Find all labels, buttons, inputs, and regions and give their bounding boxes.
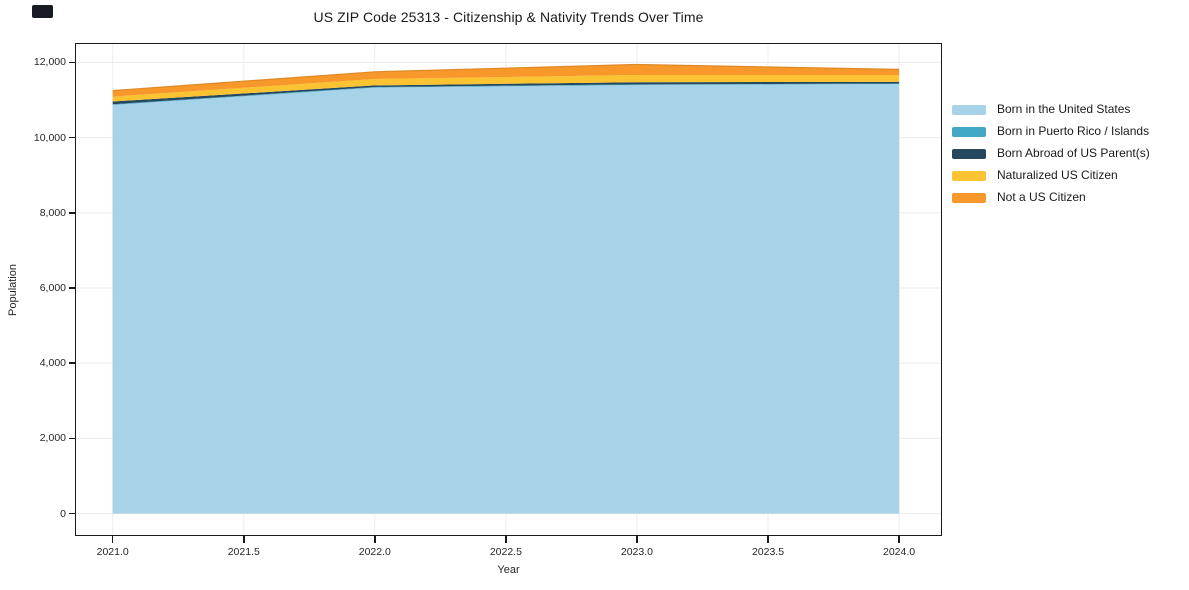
legend-item-born-in-the-united-states: Born in the United States bbox=[952, 103, 1150, 116]
area-not-a-us-citizen bbox=[112, 64, 900, 97]
y-tick-mark bbox=[69, 61, 76, 64]
legend-label: Born in the United States bbox=[997, 102, 1131, 116]
x-tick-mark bbox=[767, 536, 769, 543]
x-tick-label: 2021.5 bbox=[227, 546, 260, 558]
y-tick-label: 10,000 bbox=[33, 131, 66, 144]
legend: Born in the United States Born in Puerto … bbox=[952, 103, 1150, 213]
legend-item-born-in-puerto-rico-islands: Born in Puerto Rico / Islands bbox=[952, 125, 1150, 138]
area-born-abroad-of-us-parent-s bbox=[112, 81, 900, 105]
dark-corner-mark bbox=[32, 5, 53, 18]
legend-item-naturalized-us-citizen: Naturalized US Citizen bbox=[952, 169, 1150, 182]
x-tick-label: 2024.0 bbox=[882, 546, 916, 558]
y-tick-mark bbox=[69, 136, 76, 139]
x-tick-mark bbox=[636, 536, 638, 543]
y-axis-label: Population bbox=[7, 264, 19, 316]
legend-swatch-icon bbox=[952, 170, 986, 181]
x-axis-label: Year bbox=[497, 564, 520, 576]
x-tick-label: 2023.5 bbox=[751, 546, 785, 558]
legend-label: Born in Puerto Rico / Islands bbox=[997, 124, 1150, 138]
legend-swatch-icon bbox=[952, 148, 986, 159]
x-tick-mark bbox=[374, 536, 376, 543]
y-tick-label: 4,000 bbox=[39, 357, 66, 370]
x-tick-label: 2021.0 bbox=[96, 546, 129, 558]
x-tick-mark bbox=[111, 536, 114, 543]
x-tick-label: 2022.0 bbox=[358, 546, 391, 558]
legend-swatch-icon bbox=[952, 104, 986, 115]
y-tick-label: 8,000 bbox=[39, 206, 66, 219]
legend-swatch-icon bbox=[952, 126, 986, 137]
x-tick-mark bbox=[243, 536, 245, 543]
y-tick-label: 12,000 bbox=[33, 56, 66, 69]
legend-label: Born Abroad of US Parent(s) bbox=[997, 146, 1150, 160]
y-tick-mark bbox=[69, 287, 76, 289]
y-tick-mark bbox=[69, 512, 76, 515]
area-born-in-the-united-states bbox=[112, 83, 900, 514]
y-tick-label: 2,000 bbox=[39, 432, 66, 445]
legend-item-born-abroad-of-us-parent-s: Born Abroad of US Parent(s) bbox=[952, 147, 1150, 160]
legend-label: Naturalized US Citizen bbox=[997, 168, 1118, 182]
y-tick-label: 6,000 bbox=[39, 281, 66, 294]
x-tick-mark bbox=[898, 536, 900, 543]
y-tick-mark bbox=[69, 437, 76, 440]
legend-swatch-icon bbox=[952, 192, 986, 203]
stack-top-edge bbox=[112, 63, 900, 92]
legend-item-not-a-us-citizen: Not a US Citizen bbox=[952, 191, 1150, 204]
x-tick-label: 2023.0 bbox=[620, 546, 653, 558]
x-tick-mark bbox=[505, 536, 507, 543]
area-born-in-puerto-rico-islands bbox=[112, 83, 900, 105]
stacked-area-plot bbox=[76, 44, 941, 535]
legend-label: Not a US Citizen bbox=[997, 190, 1086, 204]
area-naturalized-us-citizen bbox=[112, 75, 900, 102]
y-tick-label: 0 bbox=[60, 507, 66, 520]
y-tick-mark bbox=[69, 212, 76, 214]
y-tick-mark bbox=[69, 362, 76, 364]
chart-title: US ZIP Code 25313 - Citizenship & Nativi… bbox=[313, 9, 704, 25]
x-tick-label: 2022.5 bbox=[489, 546, 522, 558]
